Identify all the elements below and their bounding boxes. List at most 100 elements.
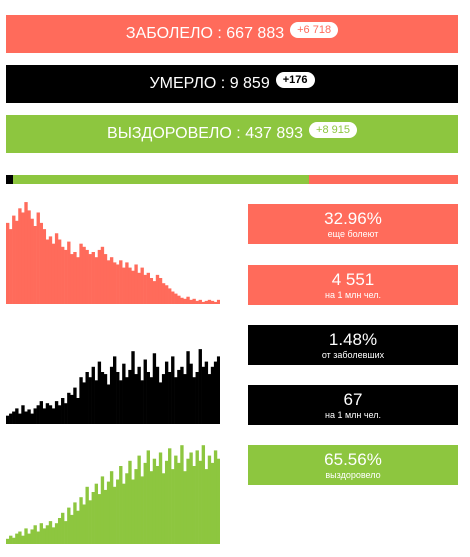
cases-day-bar bbox=[64, 249, 68, 304]
cases-day-bar bbox=[51, 243, 56, 304]
cases-day-bar bbox=[9, 229, 13, 304]
active-share-value: 32.96% bbox=[324, 208, 382, 228]
deaths-day-bar bbox=[106, 384, 111, 424]
recovered-daily-histogram bbox=[6, 445, 220, 544]
recovered-day-bar bbox=[91, 492, 95, 544]
cases-day-bar bbox=[174, 293, 178, 304]
cases-day-bar bbox=[91, 252, 95, 304]
deaths-day-bar bbox=[76, 398, 80, 424]
cases-day-bar bbox=[161, 283, 166, 304]
deaths-day-bar bbox=[79, 377, 83, 424]
recovered-day-bar bbox=[70, 514, 74, 544]
recovered-day-bar bbox=[15, 533, 19, 544]
deaths-day-bar bbox=[128, 369, 132, 424]
cases-day-bar bbox=[189, 299, 193, 304]
recovered-day-bar bbox=[128, 460, 132, 544]
recovered-day-bar bbox=[183, 471, 187, 544]
cases-day-bar bbox=[128, 267, 132, 304]
deaths-day-bar bbox=[186, 351, 190, 424]
deaths-day-bar bbox=[131, 351, 135, 424]
cases-day-bar bbox=[131, 270, 135, 304]
active-share-card: 32.96% еще болеют bbox=[248, 204, 458, 244]
recovered-day-bar bbox=[158, 452, 163, 544]
cases-day-bar bbox=[76, 257, 80, 304]
deaths-day-bar bbox=[97, 361, 102, 424]
deaths-day-bar bbox=[82, 382, 86, 424]
deaths-day-bar bbox=[119, 380, 123, 424]
recovered-day-bar bbox=[119, 466, 123, 544]
deaths-day-bar bbox=[61, 398, 65, 424]
cases-day-bar bbox=[137, 272, 141, 304]
recovered-day-bar bbox=[216, 458, 220, 544]
cases-day-bar bbox=[36, 212, 40, 304]
recovered-day-bar bbox=[94, 483, 99, 544]
deaths-day-bar bbox=[210, 366, 215, 424]
deaths-day-bar bbox=[18, 413, 22, 424]
cases-day-bar bbox=[21, 212, 25, 304]
mortality-caption: от заболевших bbox=[321, 349, 385, 360]
cases-day-bar bbox=[48, 236, 53, 304]
deaths-day-bar bbox=[70, 394, 74, 424]
cases-day-bar bbox=[125, 262, 129, 304]
deaths-day-bar bbox=[155, 366, 160, 424]
recovered-delta-badge: +8 915 bbox=[309, 122, 357, 138]
recovered-day-bar bbox=[134, 469, 138, 544]
cases-daily-histogram bbox=[6, 202, 220, 304]
deaths-day-bar bbox=[137, 366, 141, 424]
cases-day-bar bbox=[103, 254, 108, 304]
cases-day-bar bbox=[207, 299, 212, 304]
deaths-per-million-value: 67 bbox=[343, 389, 363, 409]
deaths-day-bar bbox=[140, 380, 144, 424]
recovered-day-bar bbox=[171, 469, 175, 544]
cases-day-bar bbox=[106, 260, 111, 304]
deaths-day-bar bbox=[57, 405, 62, 424]
recovered-day-bar bbox=[54, 523, 59, 544]
deaths-day-bar bbox=[158, 382, 163, 424]
deaths-day-bar bbox=[27, 409, 31, 424]
recovered-day-bar bbox=[39, 523, 43, 544]
recovered-day-bar bbox=[174, 455, 178, 544]
cases-total-label: ЗАБОЛЕЛО : 667 883 bbox=[125, 25, 285, 42]
recovered-day-bar bbox=[116, 479, 120, 544]
recovered-day-bar bbox=[131, 479, 135, 544]
deaths-day-bar bbox=[64, 403, 68, 424]
recovered-day-bar bbox=[27, 533, 31, 544]
deaths-day-bar bbox=[15, 408, 19, 424]
deaths-day-bar bbox=[207, 374, 212, 424]
recovered-day-bar bbox=[103, 489, 108, 544]
cases-day-bar bbox=[42, 229, 47, 304]
deaths-day-bar bbox=[48, 405, 53, 424]
recovered-day-bar bbox=[82, 504, 86, 544]
recovered-day-bar bbox=[79, 497, 83, 544]
recovered-day-bar bbox=[6, 538, 10, 544]
deaths-day-bar bbox=[143, 359, 147, 424]
recovered-day-bar bbox=[213, 450, 218, 544]
recovered-day-bar bbox=[195, 450, 199, 544]
deaths-day-bar bbox=[213, 361, 218, 424]
recovered-total-label: ВЫЗДОРОВЕЛО : 437 893 bbox=[107, 125, 304, 142]
cases-day-bar bbox=[201, 301, 206, 304]
active-share-caption: еще болеют bbox=[327, 228, 379, 239]
recovered-day-bar bbox=[152, 458, 157, 544]
cases-delta-badge: +6 718 bbox=[290, 22, 339, 38]
recovered-day-bar bbox=[106, 481, 111, 544]
deaths-day-bar bbox=[24, 411, 28, 424]
recovered-day-bar bbox=[9, 535, 13, 544]
deaths-day-bar bbox=[174, 377, 178, 424]
deaths-day-bar bbox=[21, 405, 25, 424]
cases-day-bar bbox=[152, 281, 157, 304]
progress-active-segment bbox=[309, 175, 458, 184]
cases-day-bar bbox=[177, 295, 181, 304]
recovered-day-bar bbox=[109, 471, 114, 544]
deaths-day-bar bbox=[116, 372, 120, 424]
deaths-day-bar bbox=[164, 361, 169, 424]
mortality-card: 1.48% от заболевших bbox=[248, 325, 458, 365]
recovery-share-value: 65.56% bbox=[324, 449, 382, 469]
cases-day-bar bbox=[183, 298, 187, 304]
deaths-day-bar bbox=[134, 374, 138, 424]
deaths-day-bar bbox=[171, 356, 175, 424]
deaths-day-bar bbox=[204, 361, 209, 424]
progress-deaths-segment bbox=[6, 175, 13, 184]
recovered-day-bar bbox=[88, 500, 92, 544]
recovered-day-bar bbox=[24, 528, 28, 544]
